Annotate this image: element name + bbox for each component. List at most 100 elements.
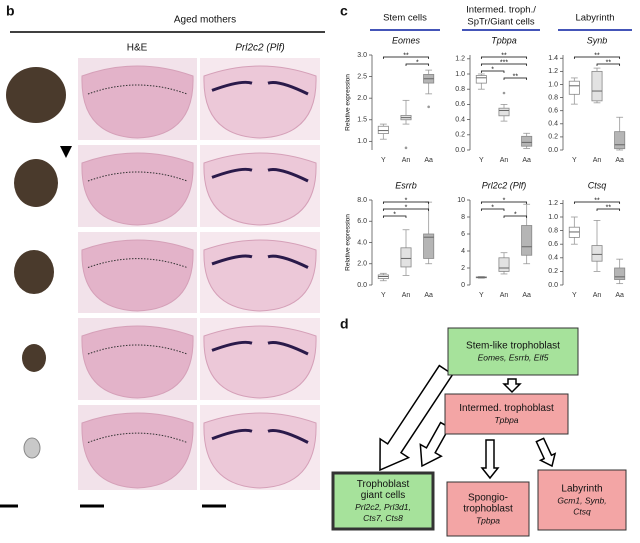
significance-bracket — [480, 208, 505, 211]
x-tick-label: Aa — [615, 292, 624, 299]
node-title: Trophoblast — [357, 479, 410, 490]
stain — [267, 429, 309, 444]
significance-label: ** — [594, 197, 600, 204]
node-genes: Prl2c2, Prl3d1, — [355, 502, 411, 512]
node-title: Labyrinth — [561, 484, 602, 495]
y-tick-label: 0.2 — [548, 268, 558, 275]
box — [423, 233, 435, 259]
box — [614, 131, 626, 150]
chart-title: Synb — [587, 35, 608, 45]
box — [568, 80, 580, 95]
embryo — [6, 67, 66, 123]
node-title: trophoblast — [463, 504, 513, 515]
significance-bracket — [503, 77, 528, 80]
x-tick-label: Y — [479, 292, 484, 299]
embryo — [14, 159, 58, 207]
y-tick-label: 0.4 — [548, 121, 558, 128]
column-header: Prl2c2 (Plf) — [235, 43, 284, 54]
embryo — [14, 250, 54, 294]
significance-label: ** — [513, 73, 519, 80]
significance-label: ** — [594, 52, 600, 59]
y-tick-label: 1.0 — [357, 138, 367, 145]
significance-bracket — [382, 201, 430, 204]
y-axis-label: Relative expression — [345, 214, 352, 271]
panel-header: Aged mothers — [174, 15, 236, 26]
panel-label: d — [340, 316, 349, 332]
x-tick-label: Aa — [424, 157, 433, 164]
node-genes: Tpbpa — [476, 515, 500, 525]
significance-label: * — [503, 197, 506, 204]
arrowhead — [60, 146, 72, 158]
significance-bracket — [480, 201, 528, 204]
y-tick-label: 1.0 — [548, 214, 558, 221]
embryo — [22, 344, 46, 372]
significance-label: ** — [403, 52, 409, 59]
chart-title: Tpbpa — [491, 35, 517, 45]
y-tick-label: 4 — [461, 248, 465, 255]
stain — [211, 167, 253, 179]
significance-label: *** — [500, 59, 508, 66]
stain — [211, 254, 253, 266]
placenta-section — [81, 412, 194, 489]
stain — [267, 254, 309, 269]
y-tick-label: 1.2 — [455, 56, 465, 63]
node-title: Stem-like trophoblast — [466, 341, 560, 352]
node-genes: Ctsq — [573, 506, 591, 516]
node-title: Spongio- — [468, 493, 508, 504]
y-tick-label: 4.0 — [357, 239, 367, 246]
significance-bracket — [382, 208, 430, 211]
y-tick-label: 1.0 — [548, 81, 558, 88]
chart-title: Prl2c2 (Plf) — [482, 180, 527, 190]
significance-label: * — [416, 59, 419, 66]
stain — [267, 168, 309, 183]
chart-title: Esrrb — [395, 180, 417, 190]
x-tick-label: Y — [572, 292, 577, 299]
box — [591, 70, 603, 102]
y-tick-label: 1.4 — [548, 55, 558, 62]
stain — [267, 81, 309, 96]
significance-bracket — [596, 208, 621, 211]
box — [614, 267, 626, 280]
dotted-boundary — [87, 171, 188, 182]
x-tick-label: Y — [479, 157, 484, 164]
significance-bracket — [503, 215, 528, 218]
x-tick-label: An — [402, 292, 411, 299]
group-header: Stem cells — [383, 13, 427, 24]
y-tick-label: 3.0 — [357, 52, 367, 59]
stain — [211, 340, 253, 352]
y-tick-label: 0.0 — [548, 282, 558, 289]
significance-label: * — [405, 197, 408, 204]
y-tick-label: 0.8 — [548, 94, 558, 101]
significance-bracket — [596, 63, 621, 66]
y-tick-label: 2.0 — [357, 95, 367, 102]
x-tick-label: An — [402, 157, 411, 164]
y-tick-label: 8.0 — [357, 197, 367, 204]
panel-label: b — [6, 3, 15, 19]
node-box — [537, 469, 627, 531]
y-tick-label: 0.0 — [357, 282, 367, 289]
y-tick-label: 0.6 — [548, 241, 558, 248]
y-tick-label: 0 — [461, 282, 465, 289]
node-box — [444, 393, 569, 435]
chart-title: Eomes — [392, 35, 421, 45]
placenta-section — [81, 65, 194, 139]
panel-label: c — [340, 3, 348, 19]
group-header: Intermed. troph./ — [466, 5, 536, 16]
outlier — [502, 91, 506, 95]
y-tick-label: 0.8 — [455, 86, 465, 93]
x-tick-label: Aa — [424, 292, 433, 299]
y-tick-label: 1.5 — [357, 117, 367, 124]
y-tick-label: 0.4 — [455, 116, 465, 123]
box — [591, 245, 603, 262]
chart-title: Ctsq — [588, 180, 607, 190]
arrow — [535, 437, 557, 468]
y-tick-label: 0.4 — [548, 255, 558, 262]
group-header: Labyrinth — [575, 13, 614, 24]
arrow — [379, 364, 454, 472]
node-box — [331, 471, 435, 531]
x-tick-label: Y — [572, 157, 577, 164]
box — [475, 75, 487, 84]
y-tick-label: 0.2 — [455, 132, 465, 139]
y-tick-label: 2 — [461, 265, 465, 272]
x-tick-label: An — [593, 157, 602, 164]
